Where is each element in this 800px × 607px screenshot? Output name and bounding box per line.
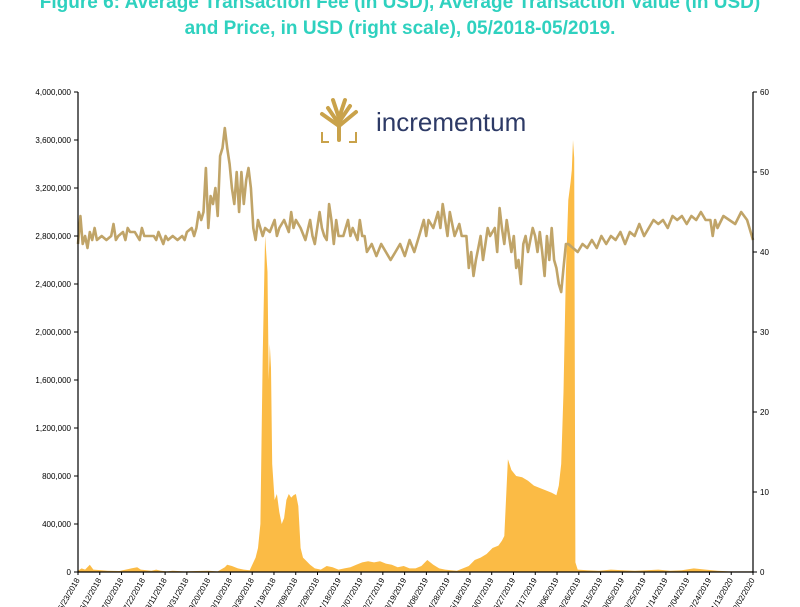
left-tick-label: 3,600,000 [35,136,71,145]
left-tick-label: 400,000 [42,520,71,529]
right-tick-label: 30 [760,328,769,337]
left-tick-label: 3,200,000 [35,184,71,193]
transaction-value-area [78,140,753,572]
right-tick-label: 20 [760,408,769,417]
right-tick-label: 50 [760,168,769,177]
price-line [76,126,755,294]
left-tick-label: 0 [67,568,72,577]
left-tick-label: 2,800,000 [35,232,71,241]
chart-title-line-1: Figure 6: Average Transaction Fee (in US… [39,0,761,13]
left-tick-label: 4,000,000 [35,88,71,97]
right-tick-label: 40 [760,248,769,257]
left-tick-label: 800,000 [42,472,71,481]
chart-title-line-2: and Price, in USD (right scale), 05/2018… [184,18,616,39]
right-tick-label: 60 [760,88,769,97]
left-tick-label: 2,000,000 [35,328,71,337]
right-tick-label: 0 [760,568,765,577]
tree-logo-icon [320,98,358,143]
chart-title: Figure 6: Average Transaction Fee (in US… [0,0,800,42]
left-tick-label: 2,400,000 [35,280,71,289]
x-tick-label: 05/23/2018 [54,576,82,607]
left-tick-label: 1,600,000 [35,376,71,385]
left-tick-label: 1,200,000 [35,424,71,433]
incrementum-logo: incrementum [320,98,526,143]
right-tick-label: 10 [760,488,769,497]
logo-text: incrementum [376,107,526,137]
